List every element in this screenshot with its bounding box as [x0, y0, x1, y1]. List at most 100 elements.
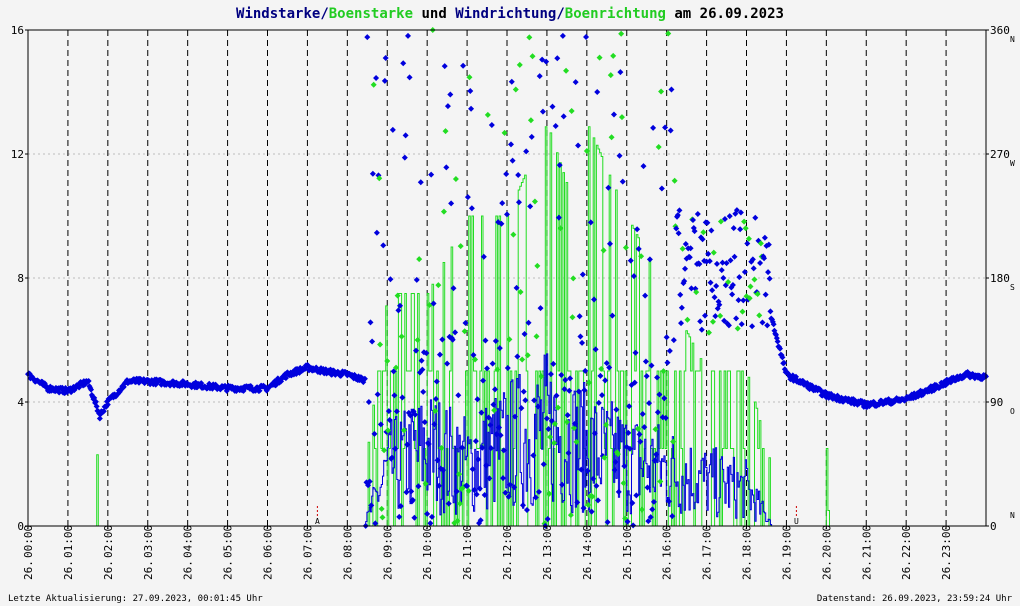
x-tick-label: 26. 12:00: [501, 525, 514, 580]
x-tick-time: 02:00: [102, 525, 115, 558]
direction-point: [428, 513, 435, 520]
x-tick-time: 20:00: [820, 525, 833, 558]
x-tick-time: 14:00: [581, 525, 594, 558]
direction-point: [599, 392, 606, 399]
direction-point: [545, 426, 552, 433]
x-tick-date: 26.: [661, 560, 674, 580]
direction-point: [549, 103, 556, 110]
direction-point: [654, 409, 661, 416]
direction-point: [770, 321, 777, 328]
x-tick-label: 26. 08:00: [341, 525, 354, 580]
direction-point: [369, 170, 376, 177]
direction-point: [635, 245, 642, 252]
direction-point: [678, 304, 685, 311]
direction-point: [393, 408, 400, 415]
direction-point: [377, 421, 384, 428]
direction-point: [381, 447, 388, 454]
x-tick-date: 26.: [142, 560, 155, 580]
direction-point: [559, 32, 566, 39]
direction-point: [606, 364, 613, 371]
direction-point: [675, 230, 682, 237]
direction-point: [422, 480, 429, 487]
x-tick-time: 11:00: [461, 525, 474, 558]
title-boenstarke: Boenstarke: [329, 6, 413, 22]
direction-point: [445, 500, 452, 507]
direction-point: [734, 325, 741, 332]
direction-point: [629, 500, 636, 507]
direction-point: [512, 86, 519, 93]
direction-point: [514, 353, 521, 360]
direction-point: [565, 450, 572, 457]
direction-point: [663, 334, 670, 341]
direction-point: [653, 451, 660, 458]
direction-point: [523, 506, 530, 513]
direction-point: [658, 185, 665, 192]
direction-point: [491, 407, 498, 414]
direction-point: [658, 88, 665, 95]
direction-point: [282, 375, 289, 382]
direction-point: [709, 287, 716, 294]
direction-point: [85, 377, 92, 384]
x-tick-time: 12:00: [501, 525, 514, 558]
direction-point: [431, 421, 438, 428]
direction-point: [670, 337, 677, 344]
direction-point: [430, 300, 437, 307]
x-tick-date: 26.: [102, 560, 115, 580]
x-tick-date: 26.: [461, 560, 474, 580]
y-right-tick-label: 270: [990, 148, 1010, 161]
direction-point: [419, 366, 426, 373]
direction-point: [614, 451, 621, 458]
direction-point: [371, 430, 378, 437]
direction-point: [412, 347, 419, 354]
direction-point: [762, 291, 769, 298]
x-tick-label: 26. 21:00: [860, 525, 873, 580]
direction-point: [630, 273, 637, 280]
direction-point: [761, 255, 768, 262]
direction-point: [551, 420, 558, 427]
direction-point: [667, 127, 674, 134]
x-tick-time: 13:00: [541, 525, 554, 558]
direction-point: [547, 371, 554, 378]
direction-point: [466, 74, 473, 81]
direction-point: [757, 259, 764, 266]
footer-last-update: Letzte Aktualisierung: 27.09.2023, 00:01…: [8, 594, 263, 604]
direction-point: [543, 415, 550, 422]
direction-point: [725, 278, 732, 285]
direction-point: [474, 396, 481, 403]
direction-point: [576, 313, 583, 320]
direction-point: [432, 395, 439, 402]
direction-point: [399, 394, 406, 401]
x-tick-label: 26. 03:00: [142, 525, 155, 580]
direction-point: [408, 488, 415, 495]
direction-point: [608, 134, 615, 141]
direction-point: [777, 345, 784, 352]
direction-point: [487, 422, 494, 429]
direction-point: [384, 357, 391, 364]
direction-point: [457, 243, 464, 250]
direction-point: [510, 231, 517, 238]
direction-point: [644, 484, 651, 491]
direction-point: [633, 492, 640, 499]
direction-point: [370, 81, 377, 88]
direction-point: [456, 500, 463, 507]
direction-point: [539, 108, 546, 115]
direction-point: [417, 179, 424, 186]
direction-point: [705, 250, 712, 257]
direction-point: [517, 288, 524, 295]
direction-point: [436, 482, 443, 489]
compass-label: O: [1010, 407, 1015, 416]
direction-point: [594, 89, 601, 96]
direction-point: [704, 219, 711, 226]
direction-point: [479, 444, 486, 451]
direction-point: [538, 373, 545, 380]
direction-point: [465, 487, 472, 494]
direction-point: [712, 313, 719, 320]
direction-point: [638, 253, 645, 260]
direction-point: [742, 225, 749, 232]
direction-point: [579, 339, 586, 346]
x-tick-date: 26.: [341, 560, 354, 580]
direction-point: [415, 483, 422, 490]
direction-point: [612, 459, 619, 466]
direction-point: [527, 203, 534, 210]
direction-point: [641, 424, 648, 431]
